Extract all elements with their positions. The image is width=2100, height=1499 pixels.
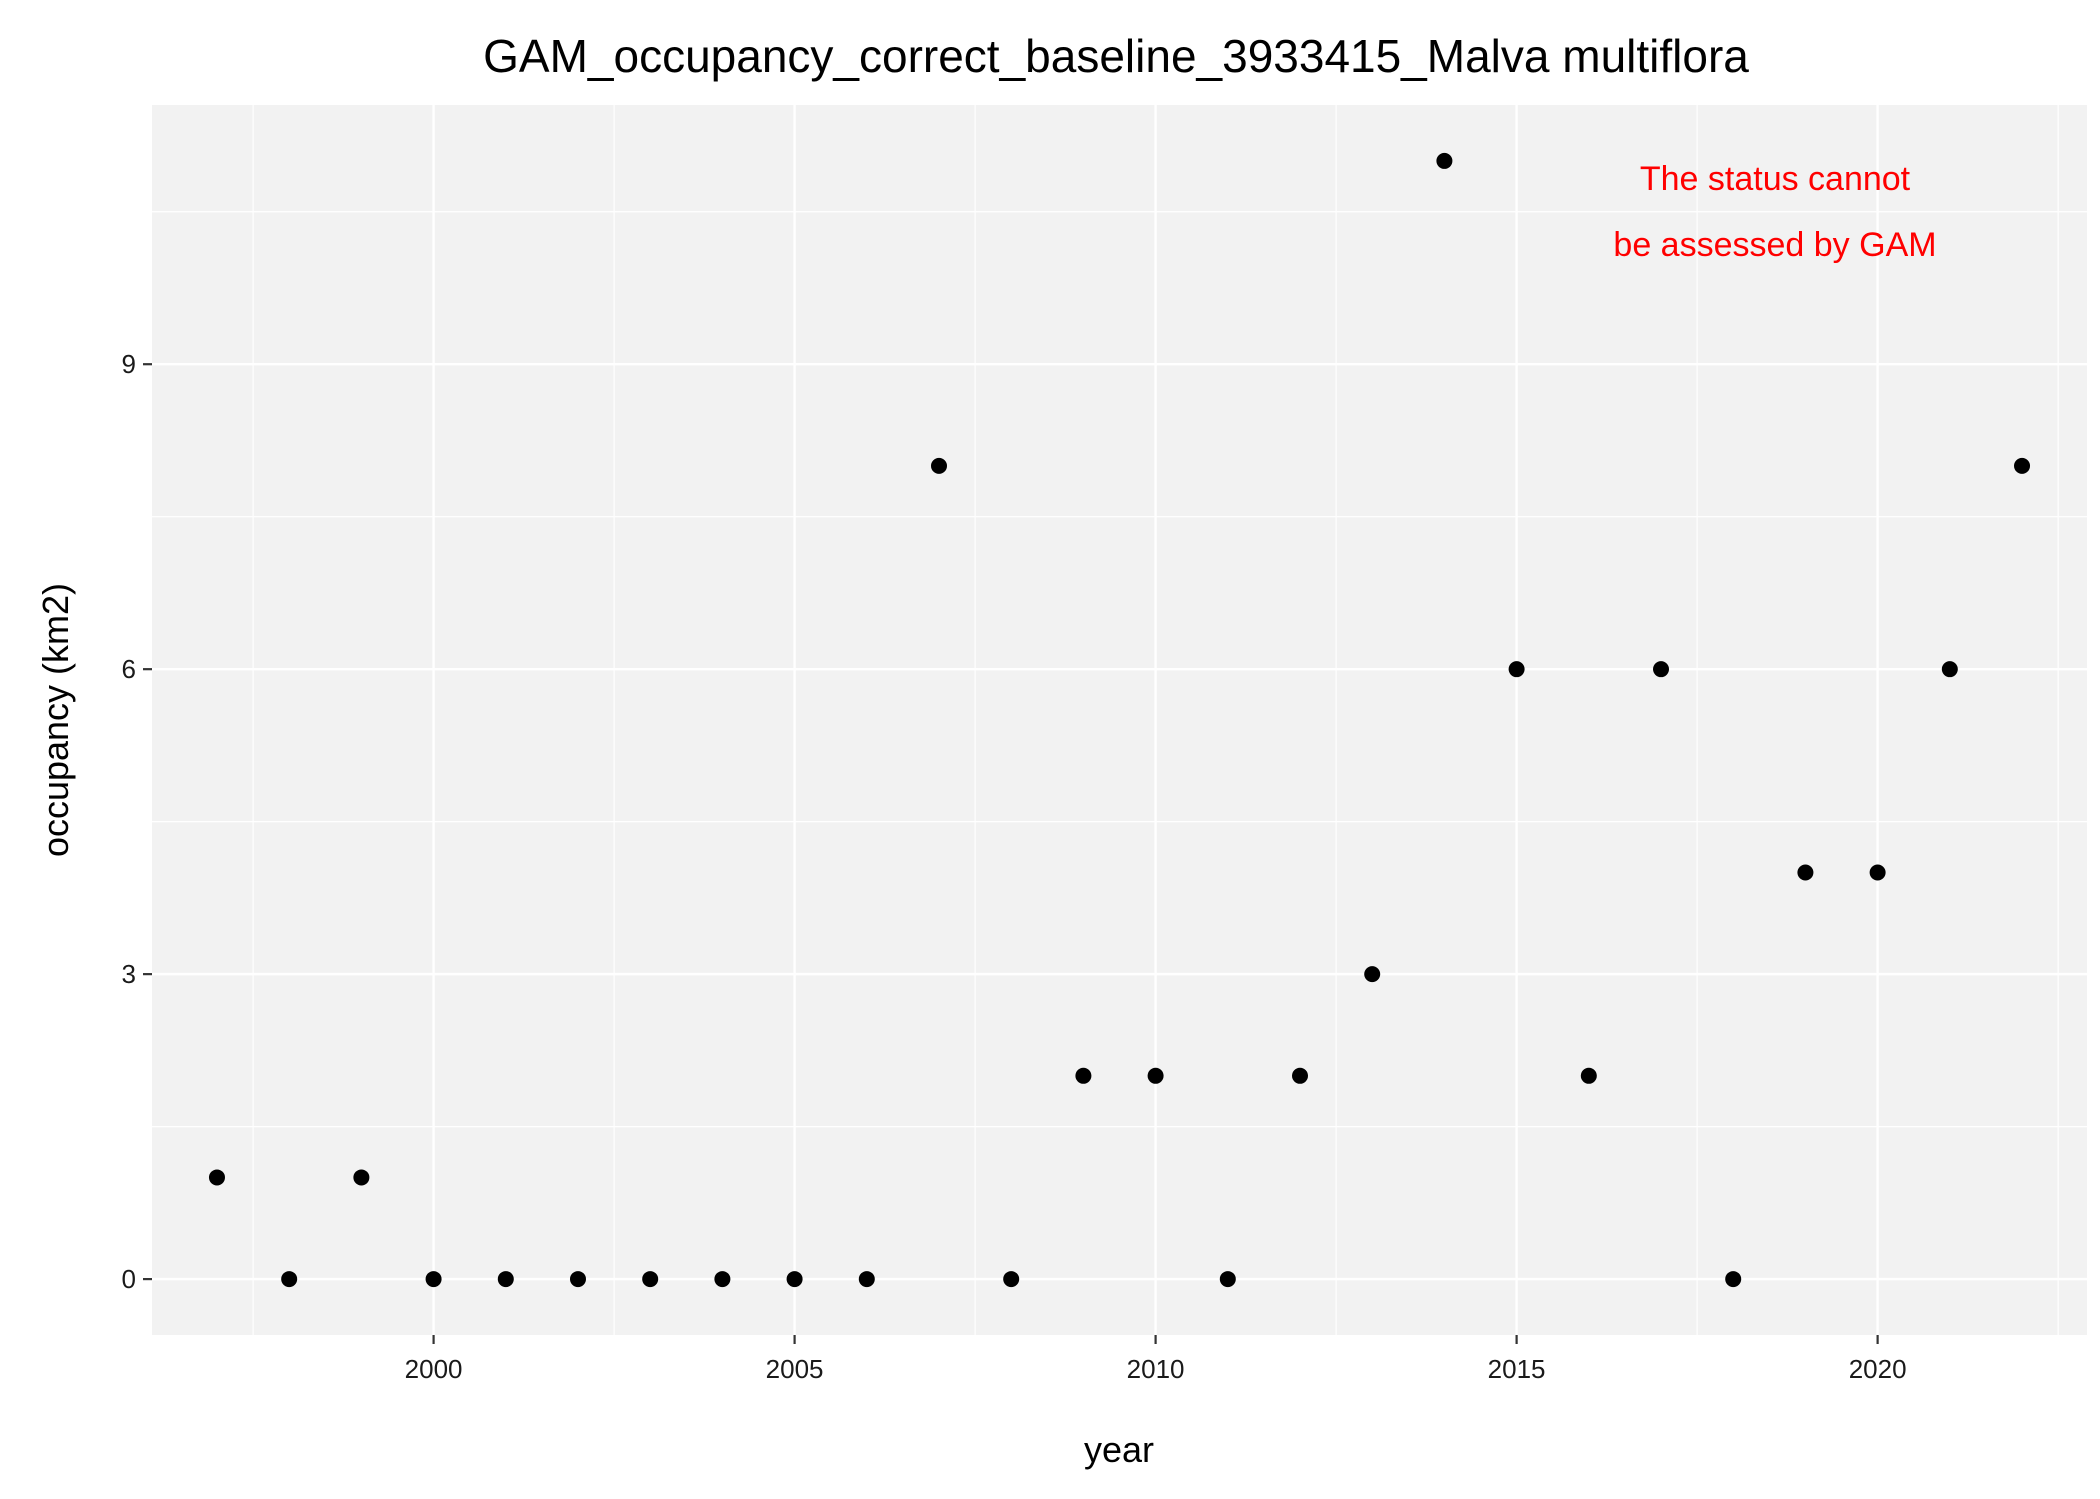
x-tick-label: 2000: [405, 1354, 463, 1384]
chart-title: GAM_occupancy_correct_baseline_3933415_M…: [483, 30, 1749, 82]
data-point: [281, 1271, 298, 1288]
annotation-line: The status cannot: [1640, 160, 1911, 198]
data-point: [425, 1271, 442, 1288]
data-point: [208, 1169, 225, 1186]
y-tick-label: 6: [122, 654, 136, 684]
annotation: The status cannot be assessed by GAM: [1613, 160, 1936, 264]
x-tick-label: 2020: [1849, 1354, 1907, 1384]
data-point: [1147, 1067, 1164, 1084]
data-point: [1364, 966, 1381, 983]
x-tick-label: 2005: [766, 1354, 824, 1384]
grid-minor: [152, 105, 2087, 1335]
y-axis: 0 3 6 9: [122, 349, 152, 1294]
data-point: [1219, 1271, 1236, 1288]
data-point: [1797, 864, 1814, 881]
y-axis-title: occupancy (km2): [35, 583, 76, 857]
data-point: [858, 1271, 875, 1288]
data-point: [642, 1271, 659, 1288]
plot-panel: [152, 105, 2087, 1335]
data-point: [1075, 1067, 1092, 1084]
x-tick-label: 2015: [1488, 1354, 1546, 1384]
data-point: [1725, 1271, 1742, 1288]
x-axis: 2000 2005 2010 2015 2020: [405, 1335, 1907, 1384]
data-point: [1653, 661, 1670, 678]
data-point: [1436, 152, 1453, 169]
data-point: [569, 1271, 586, 1288]
data-point: [353, 1169, 370, 1186]
data-points: [208, 152, 2031, 1288]
data-point: [714, 1271, 731, 1288]
annotation-line: be assessed by GAM: [1613, 226, 1936, 264]
data-point: [1869, 864, 1886, 881]
grid-major: [152, 105, 2087, 1335]
data-point: [1941, 661, 1958, 678]
data-point: [930, 457, 947, 474]
x-tick-label: 2010: [1127, 1354, 1185, 1384]
data-point: [497, 1271, 514, 1288]
data-point: [1292, 1067, 1309, 1084]
y-tick-label: 0: [122, 1264, 136, 1294]
data-point: [2014, 457, 2031, 474]
y-tick-label: 3: [122, 959, 136, 989]
data-point: [1580, 1067, 1597, 1084]
data-point: [1508, 661, 1525, 678]
y-tick-label: 9: [122, 349, 136, 379]
data-point: [786, 1271, 803, 1288]
x-axis-title: year: [1084, 1429, 1154, 1470]
data-point: [1003, 1271, 1020, 1288]
